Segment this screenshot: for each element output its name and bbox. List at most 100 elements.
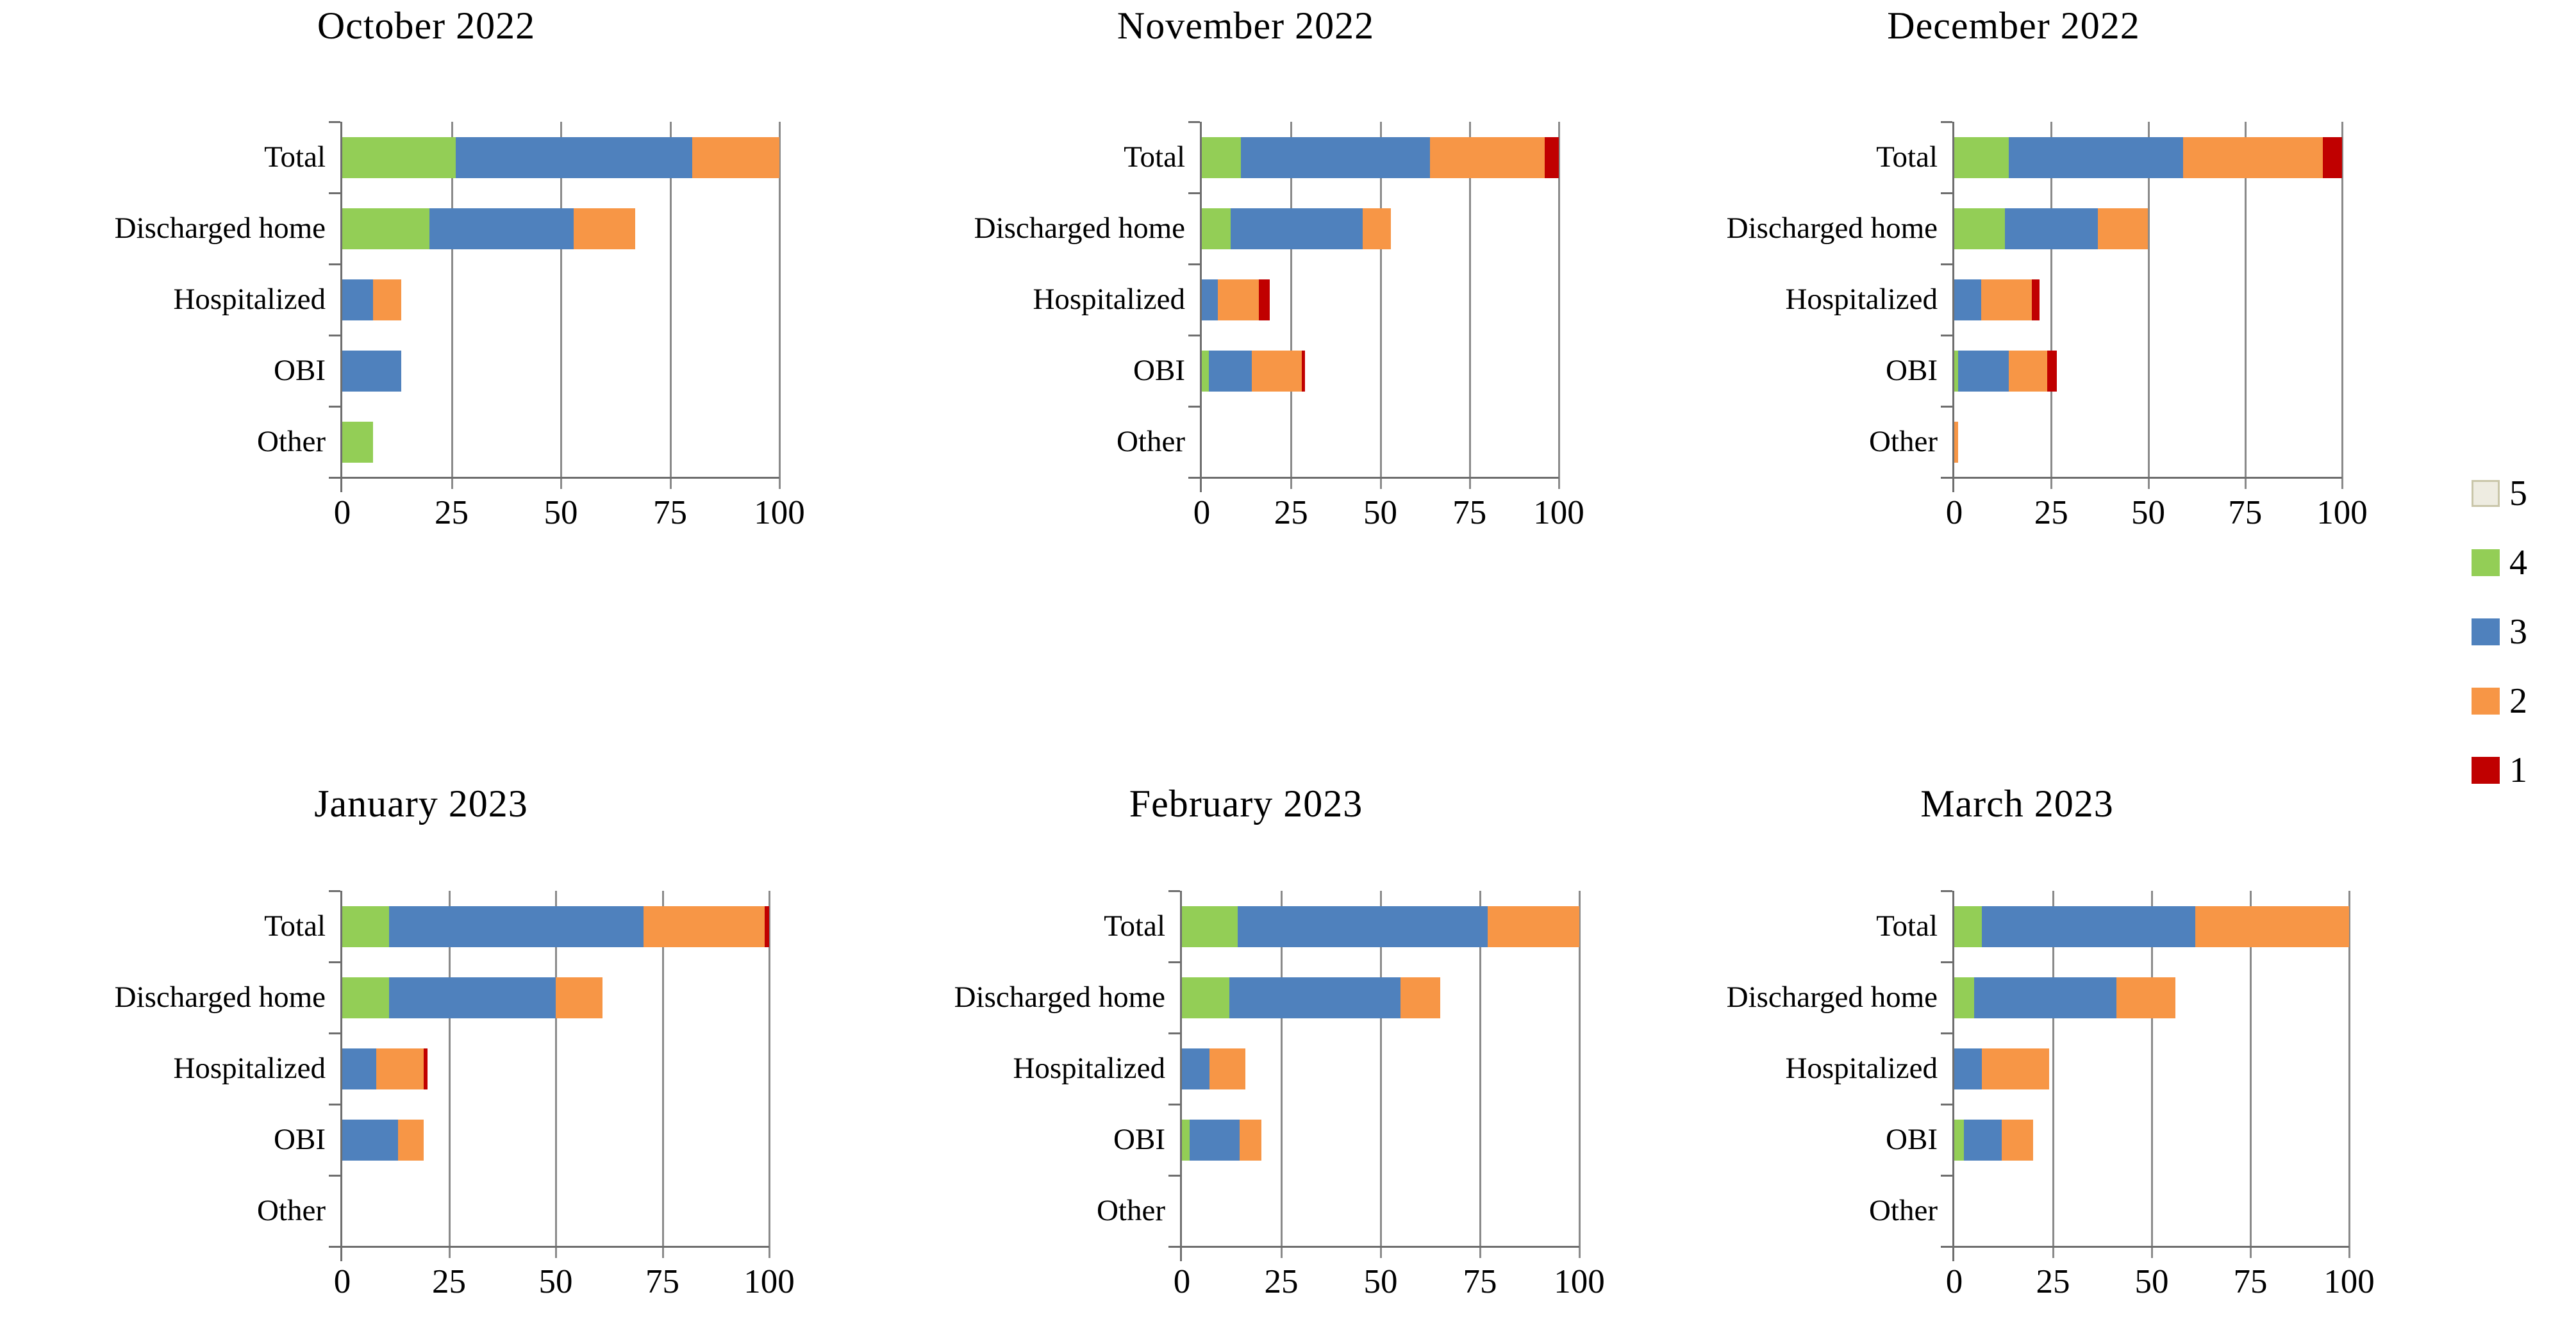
bar-row [1182,977,1579,1018]
bar-segment-2 [2008,350,2048,392]
category-labels: Total Discharged home Hospitalized OBI Other [913,891,1182,1246]
bar-segment-3 [342,279,373,320]
gridline [1579,891,1581,1258]
category-label: Other [256,425,326,458]
x-tick-label: 0 [1945,1263,1963,1300]
gridline [1558,122,1560,489]
y-axis-tick [329,121,340,123]
category-labels: Total Discharged home Hospitalized OBI Other [933,122,1202,477]
bar-segment-2 [2097,208,2148,249]
gridline [2147,122,2150,489]
x-axis-line [1168,1246,1579,1248]
y-axis-tick [1941,890,1952,892]
bar-segment-3 [1964,1119,2002,1161]
x-tick-label: 0 [1173,1263,1191,1300]
bar-segment-4 [342,421,373,463]
plot-area [329,121,781,492]
category-label: Other [1868,1194,1938,1227]
x-tick-label: 50 [538,1263,573,1300]
legend-item: 3 [2472,614,2527,650]
category-label: Discharged home [954,981,1165,1014]
gridline [1479,891,1481,1258]
bar-row [1954,208,2342,249]
bar-segment-4 [1954,208,2005,249]
bar-segment-1 [1544,137,1559,178]
bar-segment-4 [342,906,390,947]
x-tick-label: 25 [435,494,469,531]
y-axis-line [1180,891,1182,1261]
bar-segment-3 [389,906,644,947]
legend-swatch [2472,757,2500,784]
x-tick-label: 25 [2034,494,2068,531]
legend-swatch [2472,480,2500,507]
x-tick-label: 50 [1363,494,1397,531]
bar-row [1954,279,2342,320]
bar-row [342,1119,769,1161]
bar-row [1182,1048,1579,1089]
category-label: OBI [1886,354,1938,387]
bar-segment-3 [1237,906,1488,947]
y-axis-tick [1188,477,1200,479]
bar-segment-2 [643,906,765,947]
bar-segment-2 [1982,1048,2049,1089]
gridline [779,122,781,489]
legend-swatch [2472,549,2500,576]
bar-row [342,137,779,178]
x-tick-label: 50 [544,494,578,531]
x-axis-line [329,1246,769,1248]
gridline [2151,891,2153,1258]
bar-segment-3 [1182,1048,1210,1089]
bar-segment-2 [2001,1119,2034,1161]
bar-segment-3 [1958,350,2009,392]
bar-segment-4 [1954,906,1982,947]
gridline [1290,122,1293,489]
bar-segment-3 [1974,977,2116,1018]
y-axis-line [340,122,342,492]
x-tick-label: 75 [1463,1263,1497,1300]
y-axis-tick [1941,192,1952,194]
bar-segment-3 [1241,137,1431,178]
category-label: Discharged home [1726,211,1938,245]
bar-segment-4 [1182,977,1230,1018]
category-label: Discharged home [974,211,1185,245]
y-axis-tick [329,1104,340,1105]
bar-segment-2 [1239,1119,1261,1161]
bar-segment-2 [397,1119,424,1161]
legend-swatch [2472,688,2500,715]
x-tick-label: 75 [645,1263,679,1300]
bar-row [1202,350,1559,392]
legend-swatch [2472,618,2500,645]
x-tick-label: 50 [1363,1263,1398,1300]
bar-segment-3 [1230,208,1363,249]
bar-row [1182,906,1579,947]
x-tick-label: 0 [1193,494,1211,531]
x-axis-ticks: 0 25 50 75 100 [334,1263,795,1307]
bar-row [1954,1191,2349,1232]
bar-segment-2 [1400,977,1440,1018]
bar-row [342,977,769,1018]
bar-segment-2 [1981,279,2032,320]
bar-segment-2 [376,1048,424,1089]
bar-row [342,350,779,392]
category-label: Other [1116,425,1185,458]
bar-segment-4 [1182,1119,1190,1161]
category-label: Total [264,140,326,174]
bar-row [1954,421,2342,463]
category-label: Total [1124,140,1185,174]
y-axis-line [340,891,342,1261]
bar-segment-2 [1251,350,1302,392]
category-label: OBI [1133,354,1185,387]
y-axis-tick [329,406,340,408]
legend-item: 5 [2472,476,2527,511]
category-label: Discharged home [114,981,326,1014]
bar-segment-3 [1190,1119,1240,1161]
category-label: Total [264,909,326,943]
y-axis-tick [329,961,340,963]
category-label: Total [1104,909,1165,943]
x-axis-line [1941,477,2342,479]
bar-segment-4 [1202,208,1231,249]
bar-segment-3 [429,208,574,249]
plot-area [1188,121,1560,492]
x-tick-label: 100 [2323,1263,2375,1300]
category-label: Hospitalized [173,1052,326,1085]
